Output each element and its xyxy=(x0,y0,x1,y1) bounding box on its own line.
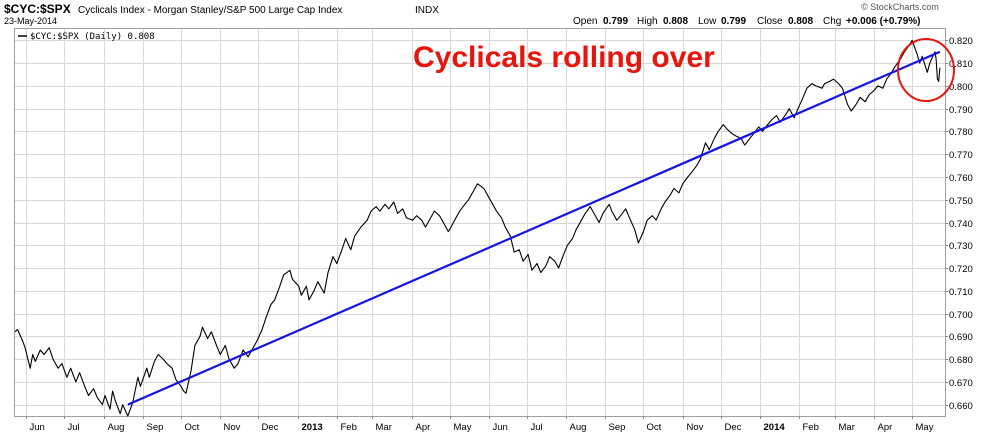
x-tick-label: Oct xyxy=(647,422,662,433)
x-tick-label: 2014 xyxy=(764,422,786,433)
x-tick-label: Apr xyxy=(878,422,893,433)
chg-label: Chg xyxy=(823,16,841,27)
x-tick-label: Jul xyxy=(68,422,80,433)
y-tick-label: 0.740 xyxy=(949,219,973,230)
y-tick-label: 0.690 xyxy=(949,332,973,343)
x-tick-label: Mar xyxy=(839,422,855,433)
x-axis-ticks: Jun Jul Aug Sep Oct Nov Dec 2013 Feb Mar Apr May Jun… xyxy=(26,416,934,433)
chart-security-name: Cyclicals Index - Morgan Stanley/S&P 500… xyxy=(78,5,342,16)
low-label: Low xyxy=(698,16,717,27)
x-tick-label: Sep xyxy=(147,422,164,433)
y-tick-label: 0.710 xyxy=(949,287,973,298)
legend: $CYC:$SPX (Daily) 0.808 xyxy=(18,32,155,42)
chart-credit: © StockCharts.com xyxy=(861,2,939,12)
y-tick-label: 0.760 xyxy=(949,173,973,184)
grid-lines xyxy=(15,29,945,416)
high-value: 0.808 xyxy=(663,16,688,27)
trendline xyxy=(127,50,941,406)
y-tick-label: 0.820 xyxy=(949,36,973,47)
x-tick-label: Dec xyxy=(262,422,279,433)
x-tick-label: Sep xyxy=(609,422,626,433)
y-tick-label: 0.730 xyxy=(949,241,973,252)
chart-symbol: $CYC:$SPX xyxy=(4,2,71,16)
open-value: 0.799 xyxy=(603,16,628,27)
x-tick-label: May xyxy=(454,422,472,433)
x-tick-label: Nov xyxy=(687,422,704,433)
open-label: Open xyxy=(573,16,597,27)
highlight-circle xyxy=(896,37,955,102)
y-tick-label: 0.670 xyxy=(949,378,973,389)
y-tick-label: 0.810 xyxy=(949,59,973,70)
y-tick-label: 0.800 xyxy=(949,82,973,93)
x-tick-label: Aug xyxy=(570,422,587,433)
x-tick-label: Feb xyxy=(341,422,357,433)
x-tick-label: May xyxy=(916,422,934,433)
x-tick-label: Mar xyxy=(376,422,392,433)
chart-exchange: INDX xyxy=(415,5,439,16)
y-tick-label: 0.750 xyxy=(949,196,973,207)
x-tick-label: Jun xyxy=(30,422,45,433)
y-tick-label: 0.680 xyxy=(949,355,973,366)
x-tick-label: Jul xyxy=(531,422,543,433)
x-tick-label: Feb xyxy=(803,422,819,433)
y-tick-label: 0.660 xyxy=(949,401,973,412)
annotation-text: Cyclicals rolling over xyxy=(413,41,715,74)
x-tick-label: Apr xyxy=(416,422,431,433)
ohlc-readout: Open 0.799 High 0.808 Low 0.799 Close 0.… xyxy=(573,16,921,27)
x-tick-label: Jun xyxy=(493,422,508,433)
x-tick-label: Oct xyxy=(185,422,200,433)
legend-label: $CYC:$SPX (Daily) 0.808 xyxy=(30,32,155,42)
y-axis-ticks: 0.660 0.670 0.680 0.690 0.700 0.710 0.720 0.730… xyxy=(945,36,973,412)
y-tick-label: 0.700 xyxy=(949,310,973,321)
high-label: High xyxy=(637,16,658,27)
x-tick-label: Dec xyxy=(725,422,742,433)
plot-frame xyxy=(14,28,946,417)
y-tick-label: 0.720 xyxy=(949,264,973,275)
chg-value: +0.006 (+0.79%) xyxy=(846,16,921,27)
x-tick-label: Nov xyxy=(224,422,241,433)
chart-date: 23-May-2014 xyxy=(4,16,57,26)
series-layer xyxy=(14,37,955,417)
close-value: 0.808 xyxy=(788,16,813,27)
y-tick-label: 0.780 xyxy=(949,127,973,138)
close-label: Close xyxy=(757,16,783,27)
price-series-line xyxy=(14,39,941,417)
y-tick-label: 0.790 xyxy=(949,105,973,116)
y-tick-label: 0.770 xyxy=(949,150,973,161)
low-value: 0.799 xyxy=(721,16,746,27)
x-tick-label: 2013 xyxy=(302,422,323,433)
x-tick-label: Aug xyxy=(108,422,125,433)
